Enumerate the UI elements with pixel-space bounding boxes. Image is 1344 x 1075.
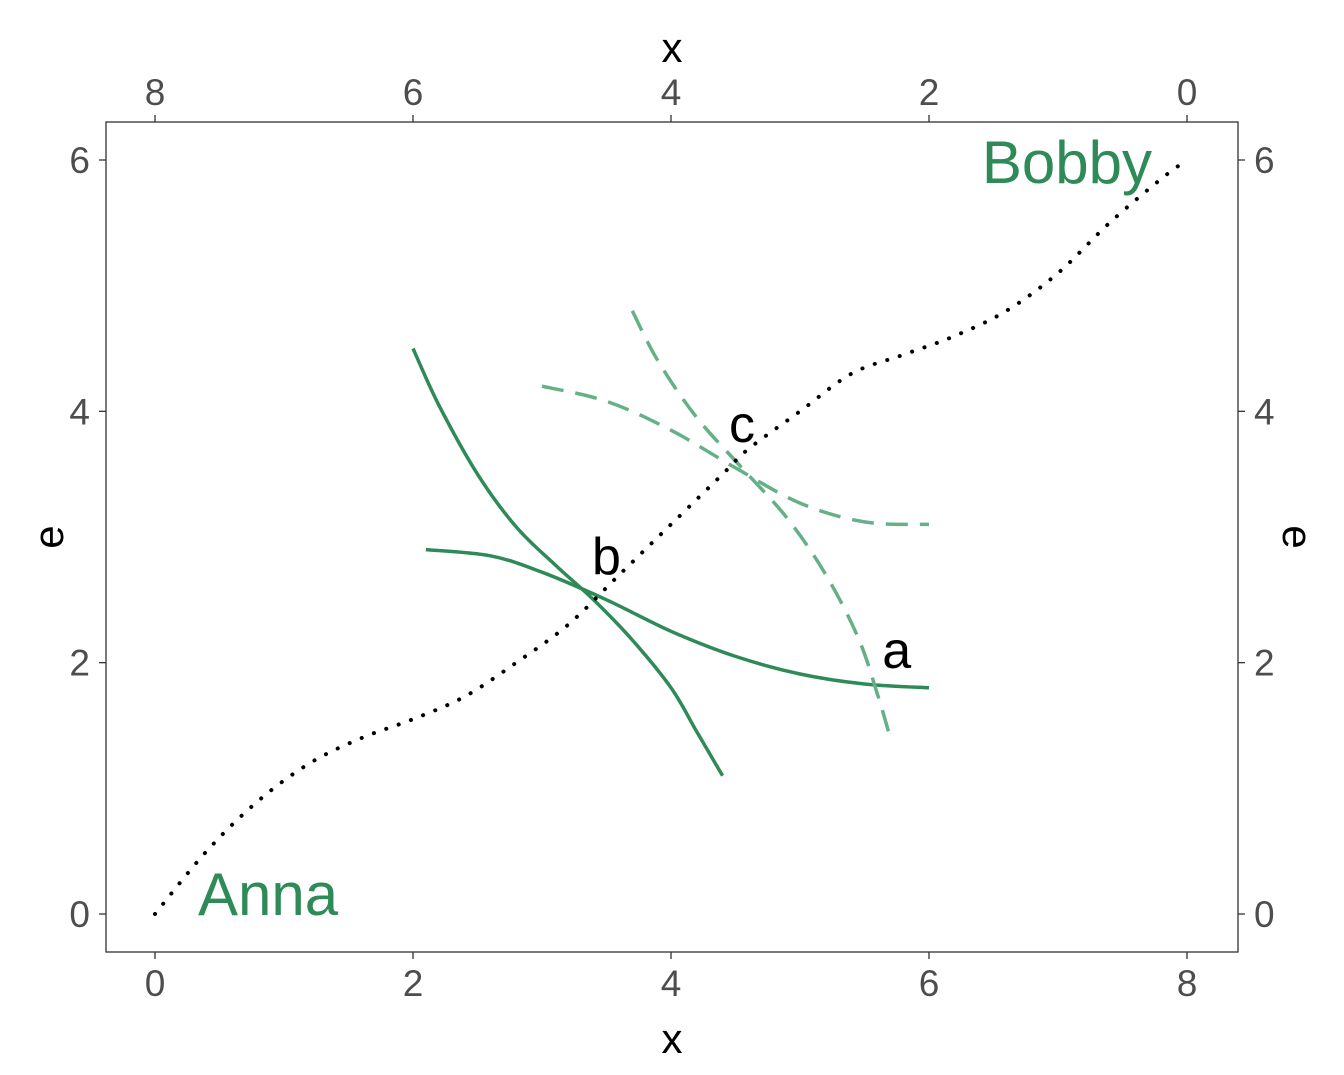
bobby-indifference-curve bbox=[630, 310, 892, 739]
x-axis-title-top: x bbox=[662, 24, 683, 71]
x-axis-title-bottom: x bbox=[662, 1015, 683, 1062]
axes: 0 8 2 6 4 4 6 2 8 0 0 0 2 2 4 4 6 6 bbox=[69, 72, 1274, 1004]
x-tick-label-top: 8 bbox=[145, 72, 166, 113]
anna-indifference-curve bbox=[411, 347, 725, 777]
y-tick-label-left: 6 bbox=[69, 140, 90, 181]
series-group bbox=[153, 158, 1189, 916]
anna-label: Anna bbox=[198, 861, 339, 928]
bobby-label: Bobby bbox=[982, 129, 1152, 196]
x-tick-label-bottom: 0 bbox=[145, 963, 166, 1004]
x-tick-label-bottom: 2 bbox=[403, 963, 424, 1004]
plot-panel bbox=[105, 121, 1239, 953]
x-tick-label-bottom: 8 bbox=[1177, 963, 1198, 1004]
x-tick-label-top: 0 bbox=[1177, 72, 1198, 113]
point-label-b: b bbox=[592, 528, 621, 586]
anna-indifference-curve bbox=[425, 547, 930, 690]
point-label-c: c bbox=[729, 396, 755, 454]
contract-curve bbox=[153, 158, 1189, 916]
y-tick-label-right: 2 bbox=[1254, 643, 1275, 684]
x-tick-label-bottom: 6 bbox=[919, 963, 940, 1004]
y-axis-title-right: e bbox=[1274, 525, 1321, 548]
y-tick-label-left: 4 bbox=[69, 391, 90, 432]
bobby-indifference-curve bbox=[541, 384, 930, 527]
point-label-a: a bbox=[882, 622, 911, 680]
y-tick-label-left: 0 bbox=[69, 894, 90, 935]
point-labels: a b c bbox=[592, 396, 911, 680]
y-tick-label-right: 0 bbox=[1254, 894, 1275, 935]
x-tick-label-top: 2 bbox=[919, 72, 940, 113]
y-tick-label-right: 4 bbox=[1254, 391, 1275, 432]
y-tick-label-right: 6 bbox=[1254, 140, 1275, 181]
x-tick-label-top: 6 bbox=[403, 72, 424, 113]
y-axis-title-left: e bbox=[25, 525, 72, 548]
x-tick-label-bottom: 4 bbox=[661, 963, 682, 1004]
y-tick-label-left: 2 bbox=[69, 643, 90, 684]
x-tick-label-top: 4 bbox=[661, 72, 682, 113]
